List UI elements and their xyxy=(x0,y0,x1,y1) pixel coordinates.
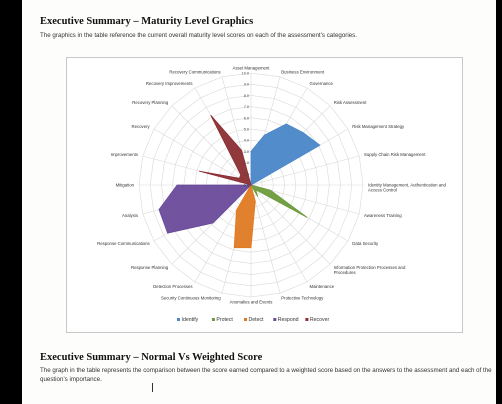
radar-series-layer xyxy=(158,114,321,249)
category-label: Protective Technology xyxy=(281,296,324,301)
series-area-respond xyxy=(158,184,252,234)
section-description-normal-weighted: The graph in the table represents the co… xyxy=(40,367,492,383)
legend-swatch-protect xyxy=(211,318,215,321)
grid-spoke xyxy=(250,155,360,186)
tick-label: 0.0 xyxy=(244,184,249,188)
category-label: Identity Management, Authentication and A… xyxy=(368,183,446,193)
category-label: Improvements xyxy=(111,152,138,157)
series-area-recover xyxy=(198,114,252,186)
category-label: Supply Chain Risk Management xyxy=(364,152,426,157)
grid-spoke xyxy=(250,184,308,283)
document-page: Executive Summary – Maturity Level Graph… xyxy=(22,0,496,404)
category-label: Detection Processes xyxy=(153,284,192,289)
radar-category-labels: Asset Management Business Environment Gove… xyxy=(97,66,446,305)
legend-label-identify: Identify xyxy=(182,317,199,323)
category-label: Analysis xyxy=(122,213,138,218)
category-label: Response Planning xyxy=(131,265,169,270)
radar-chart: Asset Management Business Environment Gove… xyxy=(97,66,446,324)
category-label: Risk Assessment xyxy=(334,100,368,105)
category-label: Business Environment xyxy=(281,70,325,75)
tick-label: 10.0 xyxy=(242,72,249,76)
category-label: Recovery Planning xyxy=(132,100,169,105)
tick-label: 1.0 xyxy=(244,172,249,176)
radar-tick-labels: 0.0 1.0 2.0 3.0 4.0 5.0 6.0 7.0 8.0 9.0 10.0 xyxy=(242,72,249,188)
tick-label: 2.0 xyxy=(244,161,249,165)
grid-spoke xyxy=(250,184,331,265)
category-label: Asset Management xyxy=(232,66,270,71)
legend-swatch-identify xyxy=(177,318,180,321)
legend-label-detect: Detect xyxy=(249,317,265,323)
section-heading-normal-weighted: Executive Summary – Normal Vs Weighted S… xyxy=(40,352,263,363)
category-label: Recovery Communications xyxy=(169,70,220,75)
category-label: Recovery xyxy=(132,124,151,129)
category-label: Maintenance xyxy=(310,284,335,289)
tick-label: 7.0 xyxy=(244,105,249,109)
legend-swatch-detect xyxy=(244,318,247,321)
tick-label: 6.0 xyxy=(244,116,249,120)
category-label: Anomalies and Events xyxy=(230,300,273,305)
tick-label: 3.0 xyxy=(244,150,249,154)
grid-spoke xyxy=(250,184,281,294)
section-description-maturity: The graphics in the table reference the … xyxy=(40,32,357,39)
tick-label: 9.0 xyxy=(244,83,249,87)
category-label: Response Communications xyxy=(97,241,150,246)
section-heading-maturity: Executive Summary – Maturity Level Graph… xyxy=(40,16,254,27)
grid-spoke xyxy=(153,128,252,186)
chart-legend: Identify Protect Detect Respond Recover xyxy=(177,317,329,323)
category-label: Information Protection Processes and Proc… xyxy=(334,265,406,275)
legend-swatch-respond xyxy=(273,318,277,321)
category-label: Awareness Training xyxy=(364,213,402,218)
legend-label-respond: Respond xyxy=(278,317,299,323)
radar-chart-frame: Asset Management Business Environment Gove… xyxy=(66,57,463,333)
category-label: Mitigation xyxy=(116,183,135,188)
series-area-detect xyxy=(233,183,256,249)
category-label: Security Continuous Monitoring xyxy=(161,296,221,301)
tick-label: 5.0 xyxy=(244,128,249,132)
category-label: Data Security xyxy=(352,241,379,246)
series-area-protect xyxy=(250,184,308,218)
legend-swatch-recover xyxy=(305,318,309,321)
grid-spoke xyxy=(171,105,252,186)
legend-label-protect: Protect xyxy=(216,317,233,323)
legend-label-recover: Recover xyxy=(310,317,330,323)
category-label: Recovery Improvements xyxy=(146,81,193,86)
category-label: Governance xyxy=(310,81,334,86)
tick-label: 4.0 xyxy=(244,139,249,143)
text-cursor xyxy=(152,383,153,392)
tick-label: 8.0 xyxy=(244,94,249,98)
category-label: Risk Management Strategy xyxy=(352,124,405,129)
